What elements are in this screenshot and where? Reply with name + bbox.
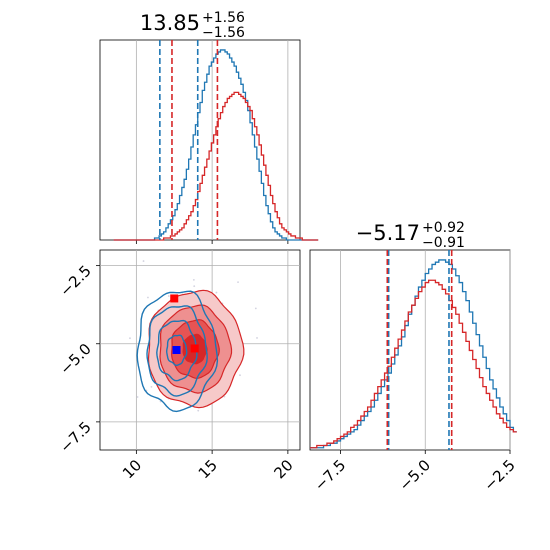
scatter-point [129, 337, 131, 340]
scatter-point [193, 285, 196, 288]
scatter-point [142, 260, 145, 262]
scatter-point [147, 296, 149, 299]
scatter-point [150, 385, 153, 388]
scatter-point [239, 374, 241, 377]
right-x-tick-label: −7.5 [311, 456, 349, 494]
scatter-point [223, 395, 226, 398]
scatter-point [167, 295, 170, 297]
contour-blue-level [136, 290, 219, 413]
panel-frame [309, 249, 511, 451]
histogram-blue-series [310, 259, 517, 449]
y-tick-label: −5.0 [56, 340, 94, 378]
contour-blue-level [165, 334, 188, 367]
scatter-point [136, 396, 139, 398]
scatter-point [237, 281, 239, 284]
joint-panel [96, 249, 301, 454]
contour-blue-level [146, 305, 208, 397]
x-marginal-panel [99, 39, 319, 244]
x-tick-label: 15 [195, 456, 221, 482]
y-tick-label: −7.5 [56, 418, 94, 456]
truth-marker [190, 344, 199, 353]
y-marginal-title-median: −5.17 [356, 221, 420, 245]
truth-marker [172, 346, 181, 354]
y-marginal-title-plus: +0.92 [422, 220, 465, 236]
y-marginal-panel [309, 249, 517, 454]
x-marginal-title-median: 13.85 [140, 11, 200, 35]
x-tick-label: 20 [270, 456, 296, 482]
y-marginal-title-minus: −0.91 [422, 235, 465, 251]
scatter-point [215, 291, 218, 294]
histogram-red-series [310, 279, 517, 449]
y-tick-label: −2.5 [56, 262, 94, 300]
right-x-tick-label: −2.5 [480, 456, 518, 494]
scatter-point [256, 337, 258, 339]
panel-frame [99, 249, 301, 451]
scatter-point [197, 409, 200, 412]
panel-frame [99, 39, 301, 241]
x-marginal-title-plus: +1.56 [202, 10, 245, 26]
scatter-point [192, 278, 195, 281]
truth-marker [170, 294, 179, 303]
x-marginal-title-minus: −1.56 [202, 25, 245, 41]
right-x-tick-label: −5.0 [396, 456, 434, 494]
histogram-red-series [113, 91, 319, 241]
x-tick-label: 10 [119, 456, 145, 482]
contour-blue-level [156, 319, 198, 382]
scatter-point [254, 307, 257, 310]
